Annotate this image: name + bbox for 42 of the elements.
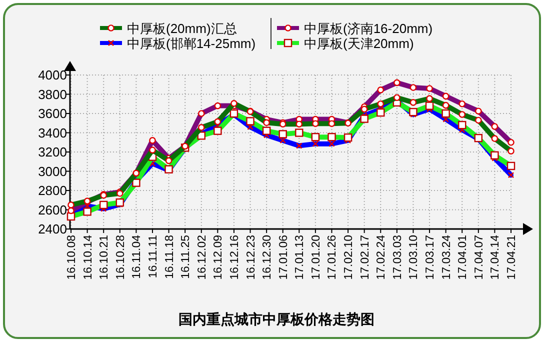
x-tick-label: 17.03.03 <box>392 235 404 280</box>
x-tick-label: 16.11.25 <box>180 235 192 279</box>
x-tick-label: 16.12.23 <box>245 235 258 280</box>
x-tick-label: 17.03.10 <box>408 235 420 280</box>
y-tick-label: 3800 <box>38 86 67 102</box>
x-tick-label: 17.01.06 <box>278 235 290 280</box>
legend-label: 中厚板(天津20mm) <box>304 36 414 51</box>
x-tick-label: 17.02.24 <box>376 234 388 280</box>
legend-label: 中厚板(邯郸14-25mm) <box>127 36 256 51</box>
x-tick-label: 16.11.11 <box>147 235 160 278</box>
x-tick-label: 16.12.02 <box>196 235 208 280</box>
x-tick-label: 17.01.20 <box>310 235 322 280</box>
x-tick-label: 17.04.21 <box>506 235 518 280</box>
y-tick-label: 3400 <box>38 125 67 140</box>
x-tick-label: 17.04.01 <box>457 235 470 280</box>
x-tick-label: 16.10.08 <box>66 235 78 280</box>
x-tick-label: 17.02.17 <box>359 235 372 280</box>
legend-label: 中厚板(20mm)汇总 <box>127 21 237 36</box>
x-tick-label: 17.04.07 <box>473 235 486 280</box>
x-tick-label: 16.10.28 <box>114 235 127 280</box>
x-tick-label: 17.02.10 <box>343 235 356 280</box>
x-tick-label: 17.01.26 <box>326 235 339 280</box>
y-tick-label: 2600 <box>38 202 67 218</box>
y-tick-label: 3600 <box>38 106 67 121</box>
x-tick-label: 16.10.14 <box>82 234 94 280</box>
x-tick-label: 16.11.18 <box>164 235 176 279</box>
x-tick-label: 16.11.04 <box>131 234 144 279</box>
x-tick-label: 16.12.16 <box>228 235 241 280</box>
x-tick-label: 16.12.30 <box>262 235 274 280</box>
x-tick-label: 16.10.21 <box>98 235 111 280</box>
legend-label: 中厚板(济南16-20mm) <box>304 21 433 36</box>
text: 国内重点城市中厚板价格走势图 <box>178 311 374 327</box>
x-tick-label: 17.03.24 <box>440 234 453 280</box>
x-tick-label: 17.01.13 <box>294 235 306 280</box>
y-tick-label: 3000 <box>38 164 67 179</box>
x-tick-label: 16.12.09 <box>212 235 225 280</box>
x-tick-label: 17.03.17 <box>424 235 437 280</box>
x-tick-label: 17.04.14 <box>490 234 502 280</box>
y-tick-label: 2400 <box>38 222 67 236</box>
y-tick-label: 3200 <box>38 144 67 160</box>
y-tick-label: 4000 <box>38 68 67 82</box>
y-tick-label: 2800 <box>38 183 67 198</box>
